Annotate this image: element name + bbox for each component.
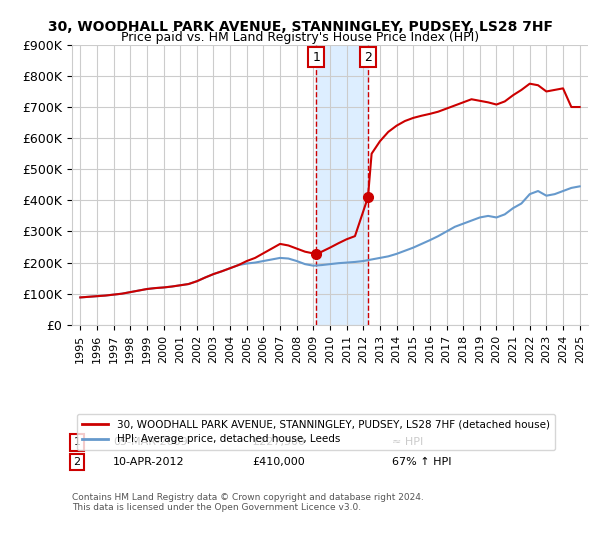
Text: 1: 1 (74, 437, 80, 447)
Bar (316, 45, 368, 325)
Text: £410,000: £410,000 (253, 457, 305, 467)
Legend: 30, WOODHALL PARK AVENUE, STANNINGLEY, PUDSEY, LS28 7HF (detached house), HPI: A: 30, WOODHALL PARK AVENUE, STANNINGLEY, P… (77, 414, 555, 450)
Text: 2: 2 (74, 457, 81, 467)
Text: ≈ HPI: ≈ HPI (392, 437, 423, 447)
Text: 2: 2 (364, 51, 372, 64)
Text: 05-MAR-2009: 05-MAR-2009 (113, 437, 188, 447)
Text: 67% ↑ HPI: 67% ↑ HPI (392, 457, 451, 467)
Text: Price paid vs. HM Land Registry's House Price Index (HPI): Price paid vs. HM Land Registry's House … (121, 31, 479, 44)
Text: Contains HM Land Registry data © Crown copyright and database right 2024.
This d: Contains HM Land Registry data © Crown c… (72, 493, 424, 512)
Text: 10-APR-2012: 10-APR-2012 (113, 457, 185, 467)
Text: 30, WOODHALL PARK AVENUE, STANNINGLEY, PUDSEY, LS28 7HF: 30, WOODHALL PARK AVENUE, STANNINGLEY, P… (47, 20, 553, 34)
Text: 1: 1 (312, 51, 320, 64)
Text: £227,500: £227,500 (253, 437, 305, 447)
